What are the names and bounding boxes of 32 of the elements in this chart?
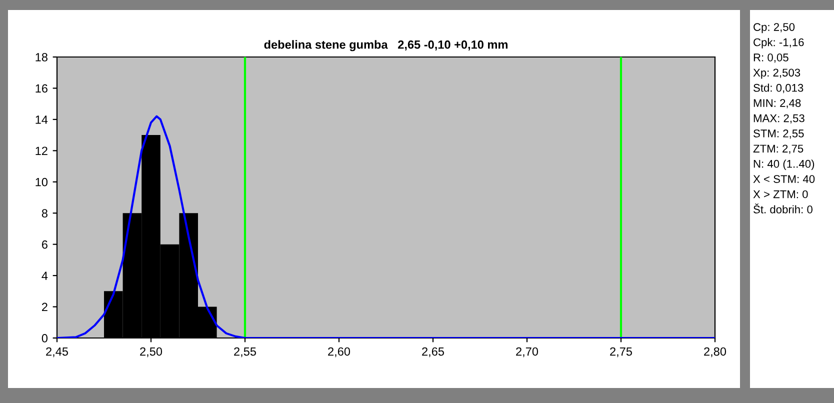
y-tick-label: 4 [42,272,48,280]
text: Cp: 2,50 [754,23,795,34]
chart-title: debelina stene gumba 2,65 -0,10 +0,10 mm [264,40,508,52]
x-tick-label: 2,45 [46,347,68,358]
x-tick-label: 2,50 [140,347,162,358]
text: N: 40 (1..40) [754,160,814,170]
y-tick-label: 10 [36,178,48,186]
x-tick-label: 2,60 [328,347,350,358]
x-tick-label: 2,75 [610,347,632,358]
y-tick-label: 0 [42,334,48,342]
text: STM: 2,55 [754,130,804,139]
text: MAX: 2,53 [754,114,804,124]
text: X > ZTM: 0 [753,190,808,198]
x-tick-label: 2,80 [704,347,726,358]
text: MIN: 2,48 [754,99,801,108]
y-tick-label: 6 [42,240,48,249]
text: Cpk: -1,16 [754,38,804,48]
y-tick-label: 18 [36,53,48,62]
y-tick-label: 14 [36,116,48,124]
text: ZTM: 2,75 [753,144,804,154]
y-tick-label: 12 [36,146,48,155]
x-tick-label: 2,55 [234,347,256,358]
text: Xp: 2,503 [753,68,800,79]
y-tick-label: 8 [42,209,48,218]
x-tick-label: 2,70 [516,347,538,358]
y-tick-label: 2 [42,302,48,312]
y-tick-label: 16 [36,84,48,93]
text: X < STM: 40 [753,175,815,183]
text: Št. dobrih: 0 [754,204,812,214]
text: R: 0,05 [754,54,788,63]
text: Std: 0,013 [754,84,804,94]
x-tick-label: 2,65 [422,347,444,358]
